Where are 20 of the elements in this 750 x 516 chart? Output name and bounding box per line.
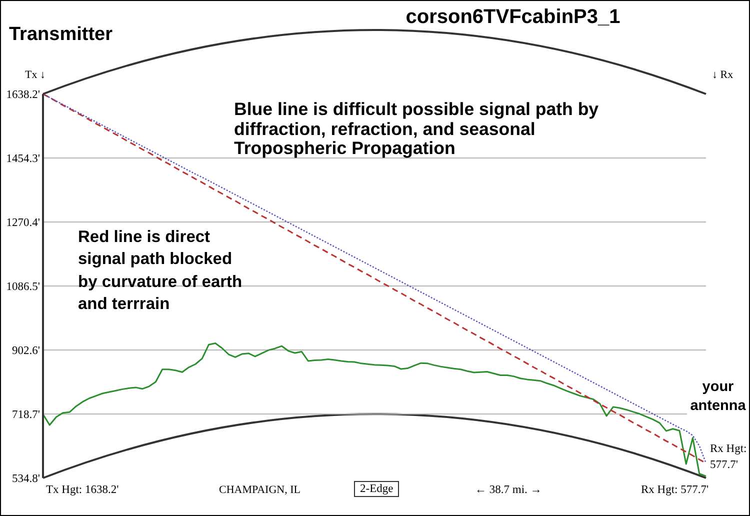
y-tick-label: 534.8': [12, 473, 40, 486]
chart-title: corson6TVFcabinP3_1: [404, 6, 622, 29]
y-tick-label: 1454.3': [6, 153, 40, 166]
y-tick-label: 718.7': [12, 409, 40, 422]
text: Rx Hgt: 577.7': [710, 442, 748, 473]
y-tick-label: 1086.5': [6, 281, 40, 294]
y-tick-label: 902.6': [12, 345, 40, 358]
annotation: Red line is direct signal path blocked by curvature of earth and terrrain: [78, 227, 244, 315]
text: Rx Hgt: 577.7': [641, 484, 709, 496]
text: Transmitter: [9, 24, 112, 46]
text: CHAMPAIGN, IL: [219, 484, 300, 496]
annotation: your antenna: [687, 378, 749, 416]
text: Tx ↓: [25, 69, 46, 81]
y-tick-label: 1270.4': [6, 217, 40, 230]
text: ← 38.7 mi. →: [475, 484, 542, 496]
text: 2-Edge: [354, 481, 400, 497]
text: ↓ Rx: [712, 69, 734, 81]
annotation: Blue line is difficult possible signal path by diffraction, refraction, and seasonal Tropospheric Propagation: [234, 99, 600, 158]
text: Tx Hgt: 1638.2': [46, 484, 119, 496]
y-tick-label: 1638.2': [6, 89, 40, 102]
